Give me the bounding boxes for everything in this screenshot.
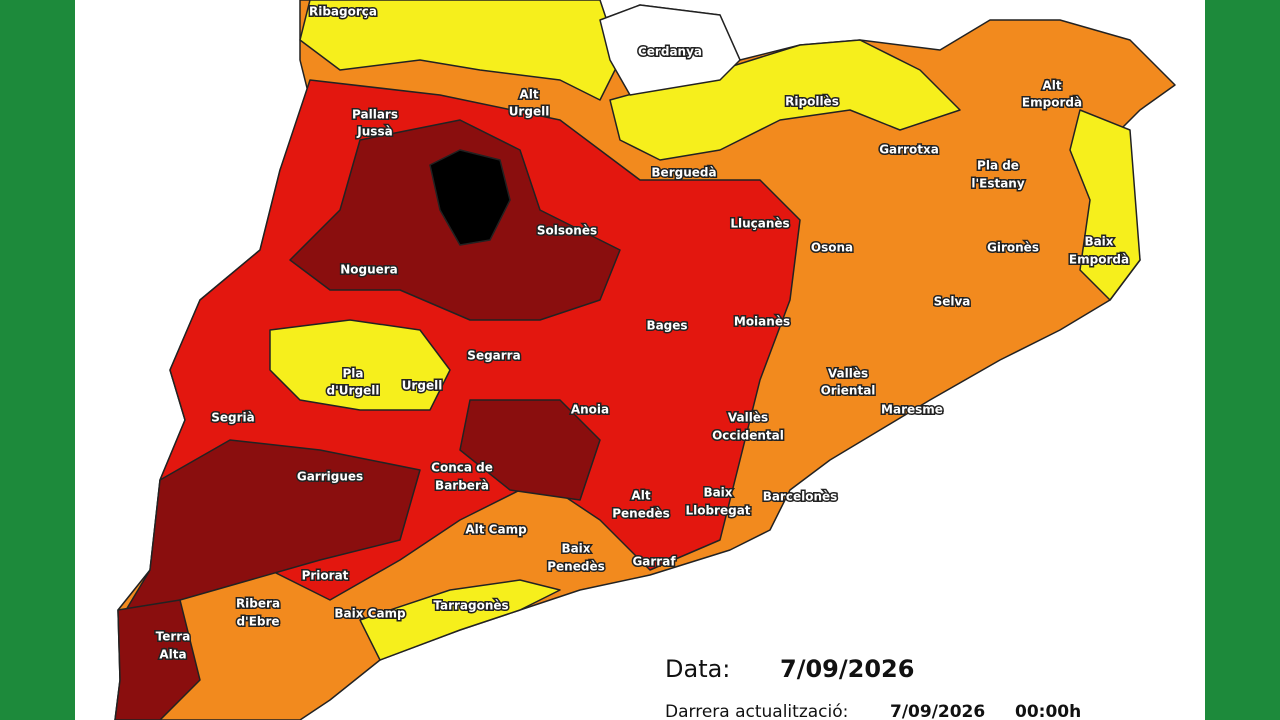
region-label: Tarragonès [433, 599, 508, 613]
region-label: Bages [646, 319, 687, 333]
region-label: Alt [631, 489, 650, 503]
region-label: Garraf [632, 555, 676, 569]
region-label: Lluçanès [730, 217, 789, 231]
region-label: Alt [1042, 79, 1061, 93]
date-label: Data: [665, 655, 730, 683]
region-label: Baix [1084, 235, 1113, 249]
region-label: Oriental [821, 384, 876, 398]
dark-red-zone [459, 399, 601, 501]
right-border [1205, 0, 1280, 720]
yellow-zone [609, 39, 961, 161]
dark-red-zone [114, 599, 201, 720]
yellow-zone [269, 319, 451, 411]
info-block: Data: 7/09/2026 Darrera actualització: 7… [665, 655, 1081, 720]
region-label: Alt [519, 88, 538, 102]
region-label: Pla [342, 367, 363, 381]
region-label: Anoia [571, 403, 609, 417]
region-label: Baix Camp [334, 607, 406, 621]
region-label: Penedès [547, 560, 605, 574]
region-labels: Ribagorça Cerdanya Alt Urgell Ripollès A… [154, 3, 1130, 663]
white-zone [599, 4, 741, 96]
region-label: Jussà [356, 125, 392, 139]
region-label: Gironès [987, 241, 1039, 255]
region-label: Maresme [881, 403, 943, 417]
region-label: Ripollès [785, 95, 839, 109]
left-border [0, 0, 75, 720]
dark-red-zone [119, 439, 421, 621]
region-label: Berguedà [651, 166, 716, 180]
map [114, 0, 1176, 720]
region-label: Occidental [712, 429, 784, 443]
region-label: Empordà [1069, 253, 1129, 267]
region-label: Alt Camp [465, 523, 527, 537]
region-label: Barberà [435, 479, 489, 493]
region-label: Llobregat [685, 504, 750, 518]
region-label: Terra [156, 630, 191, 644]
region-label: Priorat [302, 569, 349, 583]
region-label: Urgell [402, 379, 443, 393]
update-label: Darrera actualització: [665, 702, 848, 720]
update-date: 7/09/2026 [890, 702, 985, 720]
region-label: Segrià [211, 411, 255, 425]
region-label: Noguera [340, 263, 398, 277]
region-label: d'Ebre [236, 615, 279, 629]
region-label: d'Urgell [327, 384, 380, 398]
region-label: Barcelonès [763, 490, 838, 504]
black-zone [429, 149, 511, 246]
region-label: Urgell [509, 105, 550, 119]
region-label: Conca de [431, 461, 493, 475]
region-label: l'Estany [971, 177, 1025, 191]
region-label: Selva [934, 295, 971, 309]
update-time: 00:00h [1015, 702, 1081, 720]
region-label: Ribera [236, 597, 280, 611]
region-label: Cerdanya [638, 45, 702, 59]
region-label: Baix [703, 486, 732, 500]
yellow-zone [359, 579, 561, 661]
region-label: Vallès [828, 367, 868, 381]
region-label: Moianès [734, 315, 790, 329]
region-label: Baix [561, 542, 590, 556]
region-label: Ribagorça [309, 5, 377, 19]
region-label: Garrotxa [879, 143, 939, 157]
region-label: Vallès [728, 411, 768, 425]
region-label: Garrigues [297, 470, 363, 484]
region-label: Pallars [352, 108, 398, 122]
region-label: Osona [811, 241, 853, 255]
region-label: Pla de [977, 159, 1019, 173]
region-label: Penedès [612, 507, 670, 521]
region-label: Empordà [1022, 96, 1082, 110]
yellow-zone [1069, 109, 1141, 301]
region-label: Alta [159, 648, 186, 662]
date: 7/09/2026 [780, 655, 914, 683]
region-label: Segarra [467, 349, 520, 363]
region-label: Solsonès [537, 224, 597, 238]
